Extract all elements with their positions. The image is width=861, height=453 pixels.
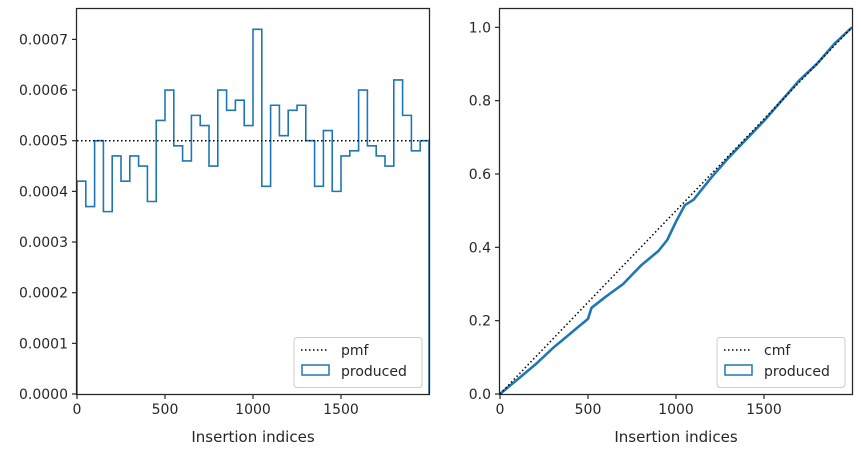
right-cdf-chart: 0 500 1000 1500 0.0 0.2 0.4 0.6 0.8 1.0 Insertio… (469, 7, 854, 446)
right-y-tick-label: 0.6 (469, 167, 491, 183)
produced-cdf-line (499, 26, 853, 395)
left-y-tick-label: 0.0000 (19, 387, 68, 403)
cmf-reference-line (499, 26, 853, 395)
left-x-tick-label: 1000 (235, 402, 271, 418)
left-legend: pmf produced (293, 337, 423, 388)
left-x-axis-label: Insertion indices (191, 428, 314, 446)
right-y-tick-label: 1.0 (469, 20, 491, 36)
left-plot-area (76, 28, 430, 394)
right-x-tick-label: 1500 (746, 402, 782, 418)
left-x-ticks: 0 500 1000 1500 (73, 394, 359, 418)
left-y-tick-label: 0.0002 (19, 286, 68, 302)
left-y-tick-label: 0.0004 (19, 184, 68, 200)
left-y-tick-label: 0.0007 (19, 32, 68, 48)
right-axes-frame (498, 7, 854, 396)
left-y-tick-label: 0.0006 (19, 83, 68, 99)
left-x-tick-label: 0 (73, 402, 82, 418)
right-y-ticks: 0.0 0.2 0.4 0.6 0.8 1.0 (469, 20, 500, 403)
left-x-tick-label: 500 (152, 402, 179, 418)
right-legend: cmf produced (716, 337, 846, 388)
left-histogram-chart: 0 500 1000 1500 0.00000.00010.00020.00030.0… (19, 7, 431, 446)
left-y-ticks: 0.0000 0.0001 0.0002 0.0003 0.0004 0.0005 0.00… (19, 32, 77, 403)
left-legend-pmf-label: pmf (341, 343, 370, 359)
right-y-tick-label: 0.4 (469, 240, 491, 256)
right-plot-area (499, 26, 853, 395)
produced-histogram-step (76, 28, 430, 394)
left-legend-produced-label: produced (341, 364, 407, 380)
right-x-axis-label: Insertion indices (614, 428, 737, 446)
right-y-tick-label: 0.2 (469, 314, 491, 330)
left-y-tick-label: 0.0003 (19, 235, 68, 251)
right-x-tick-label: 500 (575, 402, 602, 418)
right-y-tick-label: 0.0 (469, 387, 491, 403)
left-y-tick-label: 0.0005 (19, 134, 68, 150)
right-legend-cmf-label: cmf (764, 343, 791, 359)
right-x-ticks: 0 500 1000 1500 (496, 394, 782, 418)
right-x-tick-label: 1000 (658, 402, 694, 418)
right-legend-produced-label: produced (764, 364, 830, 380)
left-x-tick-label: 1500 (323, 402, 359, 418)
right-x-tick-label: 0 (496, 402, 505, 418)
left-legend-produced-swatch (301, 364, 330, 376)
right-legend-produced-swatch (724, 364, 753, 376)
right-y-tick-label: 0.8 (469, 94, 491, 110)
left-y-tick-label: 0.0001 (19, 336, 68, 352)
